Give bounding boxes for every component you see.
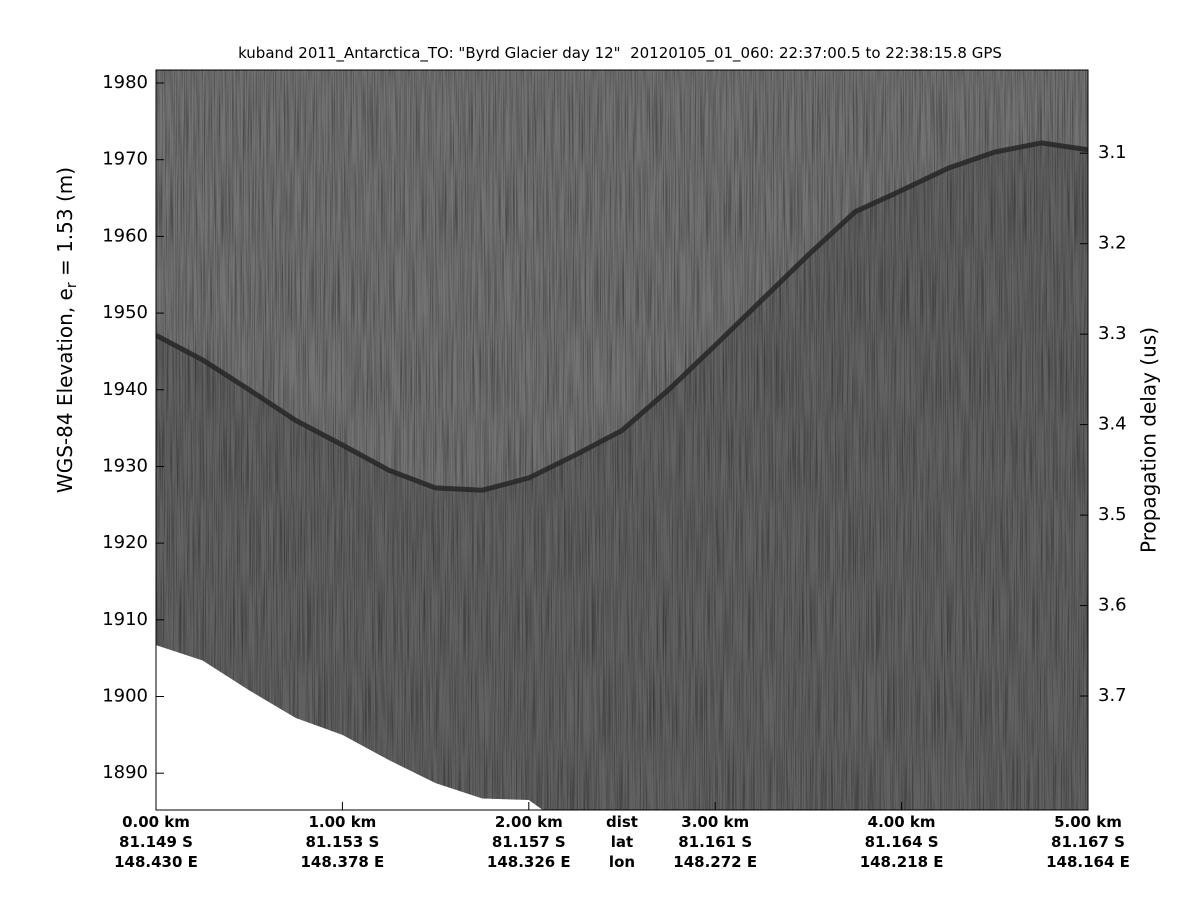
y-tick-label: 1940 (102, 379, 148, 400)
y2-tick-label: 3.4 (1098, 414, 1127, 435)
x-tick-label: 1.00 km (308, 813, 376, 831)
y2-tick-label: 3.5 (1098, 504, 1127, 525)
y-tick-label: 1890 (102, 762, 148, 783)
surface-line (156, 140, 1088, 493)
plot-area (156, 70, 1088, 810)
y2-tick-label: 3.6 (1098, 595, 1127, 616)
y-tick-label: 1960 (102, 225, 148, 246)
y2-axis-label: Propagation delay (us) (1137, 327, 1161, 553)
y-tick-label: 1980 (102, 72, 148, 93)
y-label-subscript: r (64, 282, 80, 288)
y-tick-label: 1910 (102, 609, 148, 630)
lon-label: 148.272 E (673, 853, 757, 871)
lat-label: 81.157 S (492, 833, 566, 851)
y-tick-label: 1920 (102, 532, 148, 553)
lat-label: 81.153 S (305, 833, 379, 851)
x-tick-label: 2.00 km (495, 813, 563, 831)
chart-title: kuband 2011_Antarctica_TO: "Byrd Glacier… (238, 44, 1002, 63)
row-label: dist (606, 813, 638, 831)
x-tick-label: 3.00 km (681, 813, 749, 831)
y-tick-label: 1900 (102, 686, 148, 707)
x-tick-label: 4.00 km (868, 813, 936, 831)
subsurface-shade (156, 142, 1088, 810)
plot-frame (155, 69, 1089, 811)
echogram-noise (156, 70, 1088, 810)
y2-tick-label: 3.7 (1098, 685, 1127, 706)
lon-label: 148.218 E (860, 853, 944, 871)
axes: 1890 1900 1910 1920 1930 1940 1950 1960 1970 1980… (102, 69, 1130, 871)
lon-label: 148.430 E (114, 853, 198, 871)
no-data-area (156, 645, 543, 810)
y-axis-label: WGS-84 Elevation, er = 1.53 (m) (53, 167, 81, 493)
y2-tick-label: 3.3 (1098, 323, 1127, 344)
row-label: lon (609, 853, 635, 871)
x-tick-label: 0.00 km (122, 813, 190, 831)
lon-label: 148.164 E (1046, 853, 1130, 871)
y2-tick-label: 3.2 (1098, 233, 1127, 254)
lon-label: 148.326 E (487, 853, 571, 871)
lon-label: 148.378 E (301, 853, 385, 871)
y-tick-label: 1930 (102, 455, 148, 476)
lat-label: 81.167 S (1051, 833, 1125, 851)
x-tick-label: 5.00 km (1054, 813, 1122, 831)
lat-label: 81.164 S (865, 833, 939, 851)
y-label-text: WGS-84 Elevation, e (53, 288, 77, 493)
y-label-rest: = 1.53 (m) (53, 167, 77, 282)
row-label: lat (611, 833, 633, 851)
y2-tick-label: 3.1 (1098, 142, 1127, 163)
y-tick-label: 1970 (102, 149, 148, 170)
lat-label: 81.149 S (119, 833, 193, 851)
lat-label: 81.161 S (678, 833, 752, 851)
y-tick-label: 1950 (102, 302, 148, 323)
